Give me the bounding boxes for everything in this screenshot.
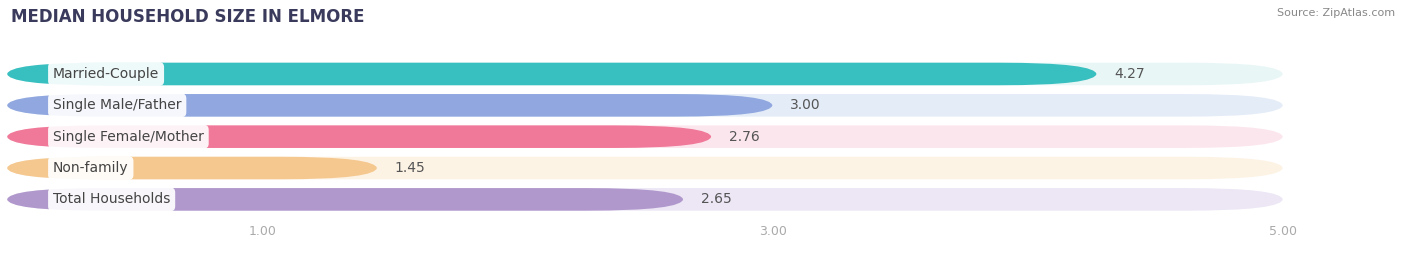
Text: Source: ZipAtlas.com: Source: ZipAtlas.com xyxy=(1277,8,1395,18)
FancyBboxPatch shape xyxy=(7,94,772,117)
FancyBboxPatch shape xyxy=(7,63,1097,85)
FancyBboxPatch shape xyxy=(7,157,1282,179)
FancyBboxPatch shape xyxy=(7,94,1282,117)
FancyBboxPatch shape xyxy=(7,125,711,148)
FancyBboxPatch shape xyxy=(7,188,683,211)
Text: 2.76: 2.76 xyxy=(730,130,759,144)
Text: 3.00: 3.00 xyxy=(790,98,821,112)
FancyBboxPatch shape xyxy=(7,188,1282,211)
Text: 4.27: 4.27 xyxy=(1115,67,1144,81)
FancyBboxPatch shape xyxy=(7,157,377,179)
Text: 2.65: 2.65 xyxy=(702,192,733,206)
Text: Single Male/Father: Single Male/Father xyxy=(53,98,181,112)
FancyBboxPatch shape xyxy=(7,63,1282,85)
Text: Non-family: Non-family xyxy=(53,161,128,175)
Text: Married-Couple: Married-Couple xyxy=(53,67,159,81)
Text: Total Households: Total Households xyxy=(53,192,170,206)
Text: Single Female/Mother: Single Female/Mother xyxy=(53,130,204,144)
Text: 1.45: 1.45 xyxy=(395,161,426,175)
Text: MEDIAN HOUSEHOLD SIZE IN ELMORE: MEDIAN HOUSEHOLD SIZE IN ELMORE xyxy=(11,8,364,26)
FancyBboxPatch shape xyxy=(7,125,1282,148)
